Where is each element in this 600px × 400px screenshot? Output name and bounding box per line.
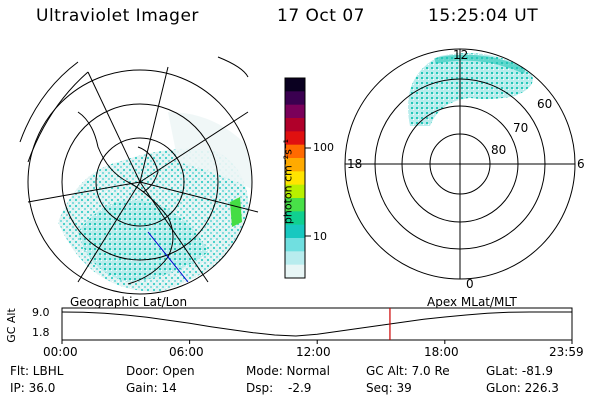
info-mode: Mode: Normal [246, 364, 330, 378]
colorbar-swatch [285, 264, 305, 279]
colorbar-swatch [285, 198, 305, 212]
colorbar-swatch [285, 78, 305, 92]
colorbar-tick-100: 100 [313, 141, 334, 154]
mlt-label-12: 12 [453, 48, 469, 62]
altitude-curve [61, 311, 572, 337]
mlt-label-18: 18 [347, 157, 363, 171]
auroral-oval [408, 53, 533, 127]
timeline-xtick-0600: 06:00 [169, 345, 204, 359]
colorbar [284, 77, 311, 279]
timeline-xtick-1200: 12:00 [296, 345, 331, 359]
colorbar-swatch [285, 224, 305, 239]
colorbar-swatch [285, 104, 305, 119]
mlt-label-0: 0 [466, 277, 474, 291]
colorbar-tick-10: 10 [313, 230, 327, 243]
colorbar-swatch [285, 158, 305, 172]
info-glon: GLon: 226.3 [486, 381, 559, 395]
colorbar-swatch [285, 118, 305, 132]
info-gc-alt: GC Alt: 7.0 Re [366, 364, 450, 378]
colorbar-swatch [285, 211, 305, 226]
info-dsp-label: Dsp: [246, 381, 274, 395]
timeline-axis-label: GC Alt [4, 308, 18, 343]
magnetic-polar-plot [344, 48, 576, 280]
timeline-ytick-9: 9.0 [32, 306, 50, 319]
header-time: 15:25:04 UT [428, 6, 539, 26]
altitude-timeline[interactable] [61, 307, 573, 344]
colorbar-swatch [285, 238, 305, 252]
info-seq: Seq: 39 [366, 381, 412, 395]
mlat-label-60: 60 [537, 97, 553, 111]
mlt-label-6: 6 [577, 157, 585, 171]
colorbar-swatch [285, 184, 305, 199]
info-ip: IP: 36.0 [10, 381, 56, 395]
app-title: Ultraviolet Imager [36, 6, 199, 26]
mlat-label-70: 70 [513, 121, 529, 135]
info-gain: Gain: 14 [126, 381, 177, 395]
colorbar-swatch [285, 251, 305, 266]
geographic-map [19, 56, 259, 295]
timeline-ytick-1.8: 1.8 [32, 326, 50, 339]
info-glat: GLat: -81.9 [486, 364, 553, 378]
timeline-xtick-0000: 00:00 [43, 345, 78, 359]
info-door: Door: Open [126, 364, 195, 378]
info-filter: Flt: LBHL [10, 364, 64, 378]
colorbar-swatch [285, 131, 305, 146]
header-date: 17 Oct 07 [277, 6, 365, 26]
timeline-xtick-1800: 18:00 [424, 345, 459, 359]
coastline [77, 111, 174, 285]
colorbar-swatch [285, 91, 305, 106]
timeline-xtick-2359: 23:59 [549, 345, 584, 359]
left-map-title: Geographic Lat/Lon [70, 295, 188, 309]
colorbar-swatch [285, 171, 305, 186]
colorbar-swatch [285, 144, 305, 159]
colorbar-unit-label: photon cm⁻²s⁻¹ [281, 138, 295, 225]
right-map-title: Apex MLat/MLT [427, 295, 517, 309]
mlat-label-80: 80 [491, 143, 507, 157]
info-dsp-value: -2.9 [288, 381, 312, 395]
